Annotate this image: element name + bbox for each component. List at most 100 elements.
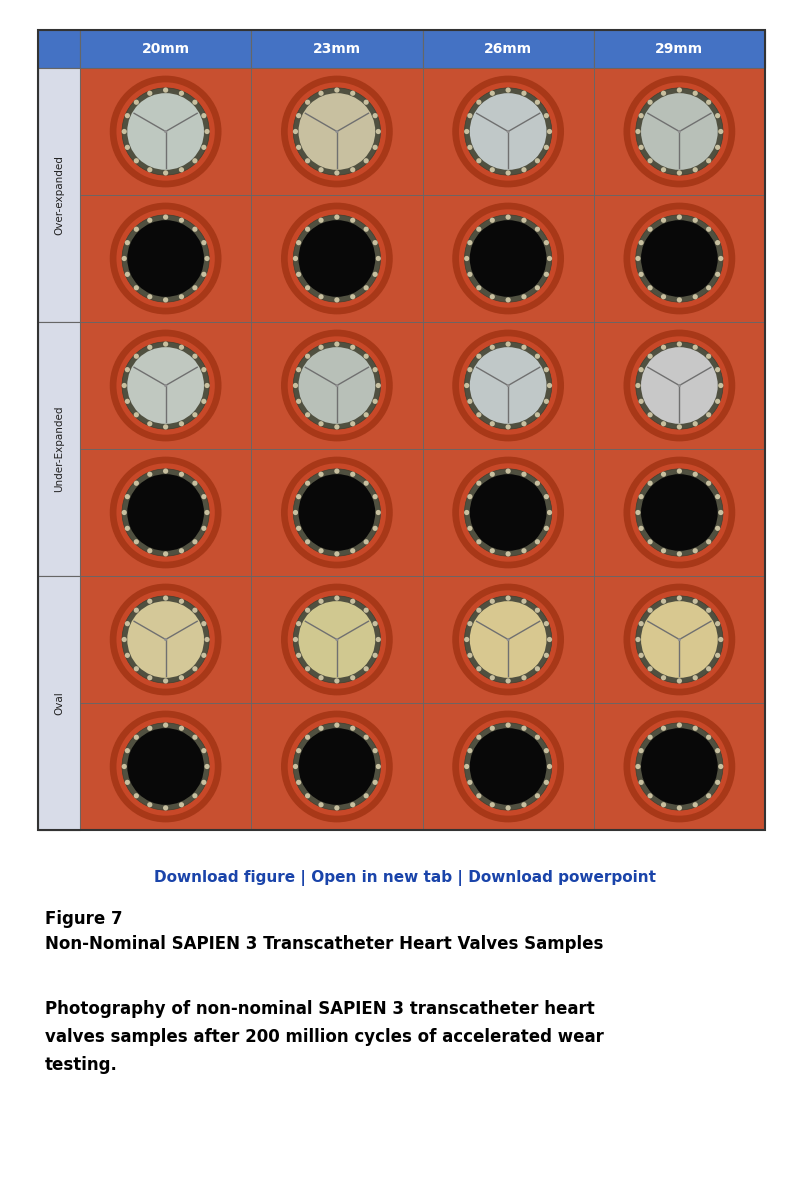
Circle shape	[467, 113, 472, 119]
Circle shape	[109, 710, 221, 822]
Circle shape	[535, 354, 540, 359]
Circle shape	[544, 494, 549, 499]
Circle shape	[661, 167, 666, 173]
Circle shape	[706, 666, 711, 671]
Circle shape	[192, 412, 198, 418]
Circle shape	[465, 469, 552, 556]
Circle shape	[661, 217, 666, 223]
Circle shape	[647, 607, 653, 613]
Circle shape	[296, 748, 301, 754]
Circle shape	[647, 100, 653, 104]
Circle shape	[122, 215, 209, 302]
Circle shape	[127, 94, 204, 170]
Circle shape	[624, 710, 735, 822]
Circle shape	[693, 726, 698, 731]
Circle shape	[350, 167, 356, 173]
Circle shape	[505, 595, 511, 601]
Circle shape	[125, 398, 130, 404]
Circle shape	[125, 748, 130, 754]
Bar	[251, 703, 423, 830]
Circle shape	[335, 638, 339, 641]
Circle shape	[715, 494, 720, 499]
Circle shape	[364, 158, 369, 163]
Circle shape	[522, 726, 526, 731]
Circle shape	[678, 130, 681, 133]
Circle shape	[661, 472, 666, 476]
Circle shape	[318, 217, 324, 223]
Circle shape	[204, 510, 210, 515]
Circle shape	[147, 676, 152, 680]
Circle shape	[204, 128, 210, 134]
Circle shape	[459, 336, 557, 434]
Circle shape	[535, 227, 540, 232]
Bar	[594, 30, 765, 68]
Circle shape	[350, 91, 356, 96]
Circle shape	[350, 294, 356, 299]
Circle shape	[624, 330, 735, 442]
Circle shape	[677, 215, 682, 220]
Circle shape	[636, 722, 723, 810]
Circle shape	[305, 100, 310, 104]
Circle shape	[293, 88, 381, 175]
Circle shape	[201, 398, 207, 404]
Circle shape	[305, 539, 310, 545]
Circle shape	[505, 425, 511, 430]
Circle shape	[535, 666, 540, 671]
Text: 23mm: 23mm	[313, 42, 361, 56]
Circle shape	[467, 748, 472, 754]
Bar	[594, 576, 765, 703]
Circle shape	[281, 203, 393, 314]
Circle shape	[693, 676, 698, 680]
Circle shape	[630, 209, 728, 307]
Circle shape	[641, 601, 718, 678]
Circle shape	[299, 220, 375, 296]
Circle shape	[122, 596, 209, 683]
Circle shape	[373, 113, 377, 119]
Circle shape	[452, 203, 564, 314]
Circle shape	[201, 748, 207, 754]
Circle shape	[641, 474, 718, 551]
Circle shape	[693, 91, 698, 96]
Circle shape	[164, 130, 167, 133]
Circle shape	[204, 383, 210, 388]
Circle shape	[505, 468, 511, 474]
Circle shape	[635, 256, 641, 262]
Circle shape	[476, 734, 481, 740]
Circle shape	[179, 217, 184, 223]
Circle shape	[522, 548, 526, 553]
Circle shape	[293, 256, 298, 262]
Circle shape	[544, 367, 549, 372]
Circle shape	[464, 637, 469, 642]
Circle shape	[201, 494, 207, 499]
Bar	[423, 68, 594, 194]
Circle shape	[179, 472, 184, 476]
Circle shape	[715, 271, 720, 277]
Circle shape	[467, 780, 472, 785]
Circle shape	[192, 734, 198, 740]
Circle shape	[134, 793, 139, 798]
Bar	[38, 576, 80, 830]
Circle shape	[293, 510, 298, 515]
Circle shape	[630, 463, 728, 562]
Circle shape	[678, 638, 681, 641]
Circle shape	[544, 780, 549, 785]
Bar	[80, 449, 251, 576]
Circle shape	[163, 805, 168, 810]
Circle shape	[364, 734, 369, 740]
Circle shape	[630, 590, 728, 689]
Bar	[251, 449, 423, 576]
Circle shape	[661, 548, 666, 553]
Circle shape	[179, 167, 184, 173]
Circle shape	[647, 734, 653, 740]
Circle shape	[125, 145, 130, 150]
Circle shape	[718, 764, 723, 769]
Circle shape	[522, 472, 526, 476]
Circle shape	[179, 294, 184, 299]
Circle shape	[547, 256, 552, 262]
Circle shape	[201, 113, 207, 119]
Circle shape	[522, 676, 526, 680]
Circle shape	[335, 468, 339, 474]
Circle shape	[535, 734, 540, 740]
Circle shape	[318, 548, 324, 553]
Circle shape	[288, 209, 386, 307]
